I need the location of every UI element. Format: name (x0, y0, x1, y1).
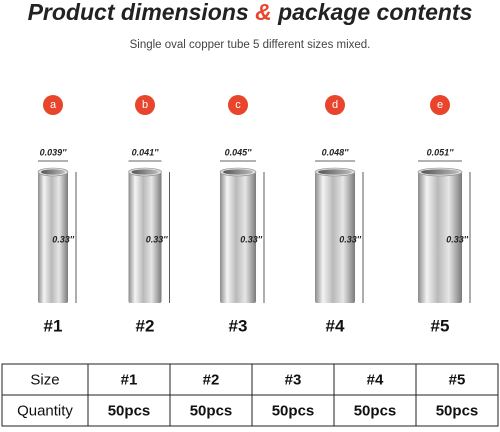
title-part: package contents (277, 0, 472, 25)
item-number: #2 (136, 316, 155, 335)
width-label: 0.045'' (225, 147, 253, 157)
height-label: 0.33'' (52, 234, 75, 244)
letter: e (437, 99, 443, 111)
letter: b (142, 99, 148, 111)
height-label: 0.33'' (240, 234, 263, 244)
tube (38, 172, 68, 303)
height-label: 0.33'' (146, 234, 169, 244)
tube-hole (131, 169, 159, 175)
table-cell: Size (30, 371, 59, 388)
table-cell: #4 (367, 371, 384, 388)
subtitle: Single oval copper tube 5 different size… (130, 39, 371, 51)
tube (315, 172, 355, 303)
tube-hole (223, 169, 253, 175)
table-cell: #1 (121, 371, 138, 388)
tube (418, 172, 462, 303)
width-label: 0.048'' (322, 147, 350, 157)
letter-badge (135, 95, 155, 115)
letter: a (50, 99, 57, 111)
item-number: #1 (44, 316, 63, 335)
table-cell: 50pcs (108, 402, 151, 419)
table-cell: 50pcs (354, 402, 397, 419)
title-amp: & (255, 0, 272, 25)
item-number: #5 (431, 316, 450, 335)
table-cell: #3 (285, 371, 302, 388)
item-number: #4 (326, 316, 345, 335)
table-cell: 50pcs (190, 402, 233, 419)
height-label: 0.33'' (446, 234, 469, 244)
tube-hole (421, 169, 459, 175)
table-cell: 50pcs (436, 402, 479, 419)
height-label: 0.33'' (339, 234, 362, 244)
letter-badge (228, 95, 248, 115)
letter-badge (325, 95, 345, 115)
width-label: 0.051'' (427, 147, 455, 157)
table-cell: #2 (203, 371, 220, 388)
title: Product dimensions & package contents (28, 0, 473, 25)
items: a 0.039'' 0.33'' #1 b 0.041'' 0.33'' #2 c 0.045''… (37, 95, 471, 335)
width-label: 0.041'' (132, 147, 160, 157)
table: Size #1 #2 #3 #4 #5 Quantity 50pcs 50pcs 50pcs 50p… (1, 363, 499, 427)
title-part: Product dimensions (28, 0, 249, 25)
item-number: #3 (229, 316, 248, 335)
letter-badge (430, 95, 450, 115)
tube-hole (318, 169, 352, 175)
tube (128, 172, 162, 303)
table-cell: Quantity (17, 402, 73, 419)
width-label: 0.039'' (40, 147, 68, 157)
letter-badge (43, 95, 63, 115)
table-cell: #5 (449, 371, 466, 388)
letter: c (235, 99, 241, 111)
table-cell: 50pcs (272, 402, 315, 419)
letter: d (332, 99, 338, 111)
tube (220, 172, 256, 303)
tube-hole (41, 169, 65, 175)
